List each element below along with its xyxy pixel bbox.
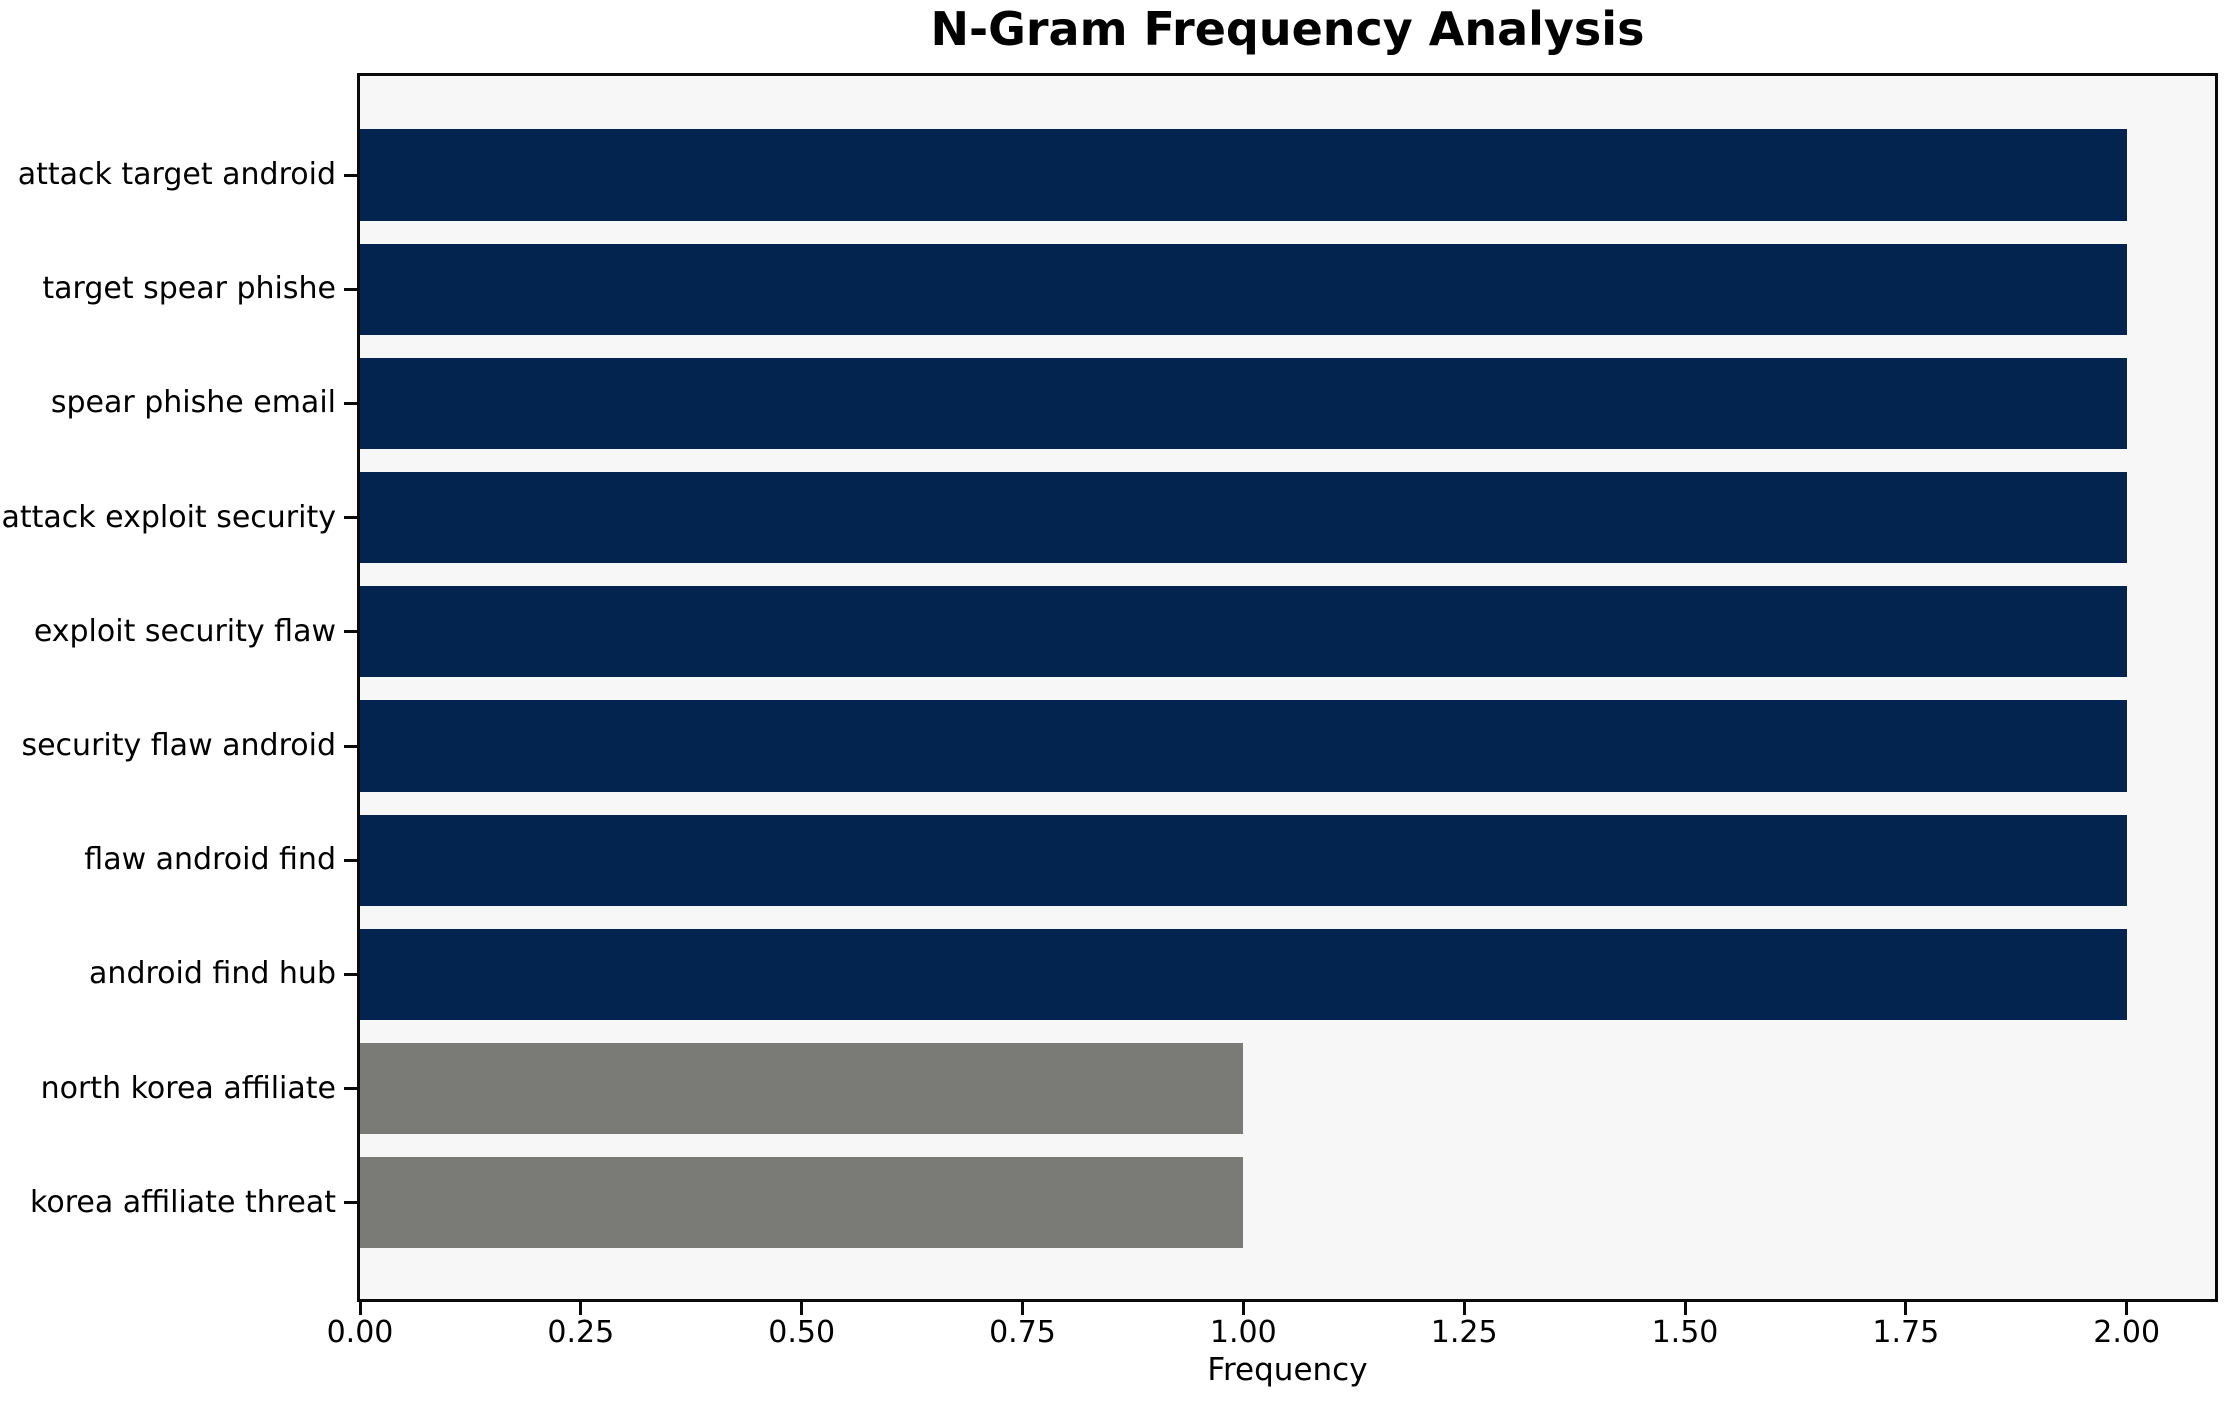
x-tick-mark [1683, 1302, 1687, 1315]
x-tick-mark [2125, 1302, 2129, 1315]
x-tick-label: 0.75 [989, 1315, 1056, 1350]
y-tick-label: attack exploit security [1, 499, 336, 535]
y-tick-label: korea affiliate threat [30, 1184, 336, 1220]
y-tick-mark [344, 858, 357, 862]
y-tick-mark [344, 972, 357, 976]
y-tick-label: spear phishe email [50, 385, 336, 421]
y-tick-label: target spear phishe [42, 271, 336, 307]
y-tick-mark [344, 287, 357, 291]
x-axis-label: Frequency [1207, 1352, 1368, 1388]
bar [360, 814, 2127, 906]
y-tick-mark [344, 744, 357, 748]
x-tick-mark [579, 1302, 583, 1315]
x-tick-label: 2.00 [2093, 1315, 2161, 1350]
x-tick-mark [1904, 1302, 1908, 1315]
x-tick-mark [358, 1302, 362, 1315]
y-tick-label: north korea affiliate [40, 1070, 336, 1106]
y-tick-label: attack target android [17, 157, 336, 192]
x-tick-label: 1.00 [1209, 1315, 1277, 1350]
x-tick-mark [1462, 1302, 1466, 1315]
y-tick-mark [344, 1201, 357, 1205]
x-tick-mark [1241, 1302, 1245, 1315]
y-tick-mark [344, 401, 357, 405]
y-tick-label: flaw android find [84, 842, 336, 878]
y-tick-label: android find hub [89, 956, 336, 992]
y-tick-mark [344, 173, 357, 177]
bar [360, 357, 2127, 450]
x-tick-label: 0.00 [326, 1315, 394, 1350]
y-tick-mark [344, 516, 357, 520]
x-tick-label: 0.50 [768, 1315, 836, 1350]
bar [360, 1157, 1244, 1249]
y-tick-mark [344, 1087, 357, 1091]
x-tick-mark [800, 1302, 804, 1315]
y-tick-label: exploit security flaw [33, 613, 336, 649]
x-tick-label: 1.50 [1651, 1315, 1719, 1350]
bar [360, 586, 2127, 678]
x-tick-label: 1.25 [1430, 1315, 1498, 1350]
bar [360, 928, 2127, 1021]
y-tick-mark [344, 630, 357, 634]
x-tick-mark [1021, 1302, 1024, 1315]
bar [360, 243, 2127, 335]
x-tick-label: 1.75 [1872, 1315, 1940, 1350]
plot-area [357, 73, 2218, 1302]
bar [360, 700, 2127, 792]
bar [360, 129, 2127, 221]
bar [360, 1042, 1244, 1135]
bar [360, 471, 2127, 564]
y-tick-label: security flaw android [21, 728, 336, 763]
chart-title: N-Gram Frequency Analysis [930, 2, 1645, 56]
x-tick-label: 0.25 [547, 1315, 615, 1350]
